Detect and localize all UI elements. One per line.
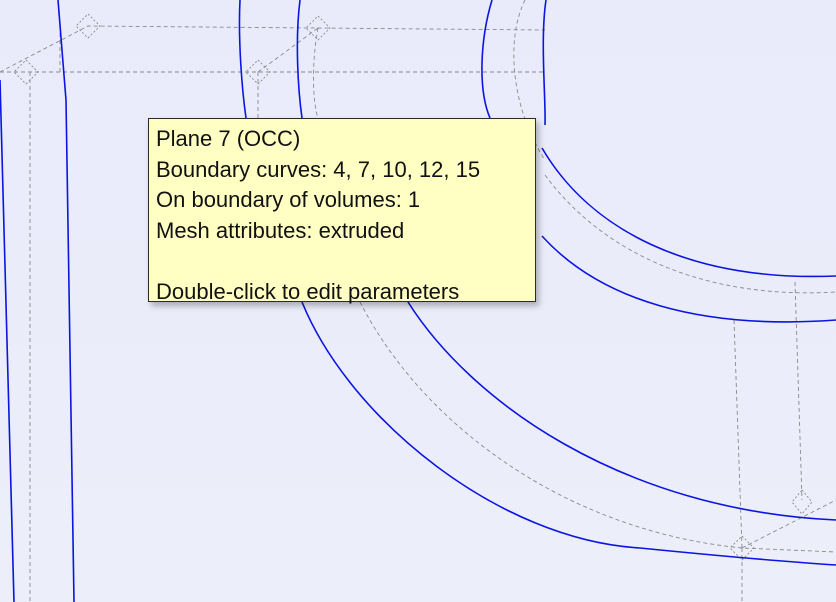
guide-line	[794, 281, 803, 501]
entity-tooltip: Plane 7 (OCC) Boundary curves: 4, 7, 10,…	[148, 118, 536, 304]
vertex-marker[interactable]	[13, 59, 39, 85]
guide-line	[257, 27, 319, 73]
tooltip-entity-name: Plane 7 (OCC)	[156, 126, 301, 151]
vertex-marker[interactable]	[791, 489, 813, 515]
curve-left-inner-a[interactable]	[57, 0, 75, 602]
vertex-marker[interactable]	[245, 59, 271, 85]
curve-left-outer[interactable]	[0, 79, 15, 602]
vertex-marker[interactable]	[305, 15, 331, 41]
curve-arc-inner-top[interactable]	[481, 0, 493, 119]
guide-line	[0, 25, 546, 73]
guide-line	[733, 319, 743, 549]
curve-arc-mid[interactable]	[541, 235, 836, 323]
guide-line	[741, 499, 836, 549]
guide-line	[544, 174, 836, 294]
tooltip-boundary-curves: Boundary curves: 4, 7, 10, 12, 15	[156, 156, 481, 182]
guide-line	[359, 301, 836, 553]
tooltip-mesh-attributes: Mesh attributes: extruded	[156, 217, 405, 243]
curve-arc-outer-a[interactable]	[301, 301, 836, 566]
vertex-marker[interactable]	[75, 13, 101, 39]
vertex-marker[interactable]	[729, 535, 755, 561]
curve-mid-upper[interactable]	[296, 0, 303, 119]
curve-arc-inner-bottom[interactable]	[541, 147, 836, 278]
curve-arc-outer-b[interactable]	[407, 301, 836, 521]
guide-line	[313, 27, 319, 119]
curve-left-inner-b[interactable]	[238, 0, 247, 119]
tooltip-hint: Double-click to edit parameters	[156, 278, 460, 304]
tooltip-spacer	[156, 246, 535, 277]
guide-line	[513, 0, 546, 161]
curve-arc-top-right[interactable]	[542, 0, 547, 126]
tooltip-volumes: On boundary of volumes: 1	[156, 187, 421, 212]
